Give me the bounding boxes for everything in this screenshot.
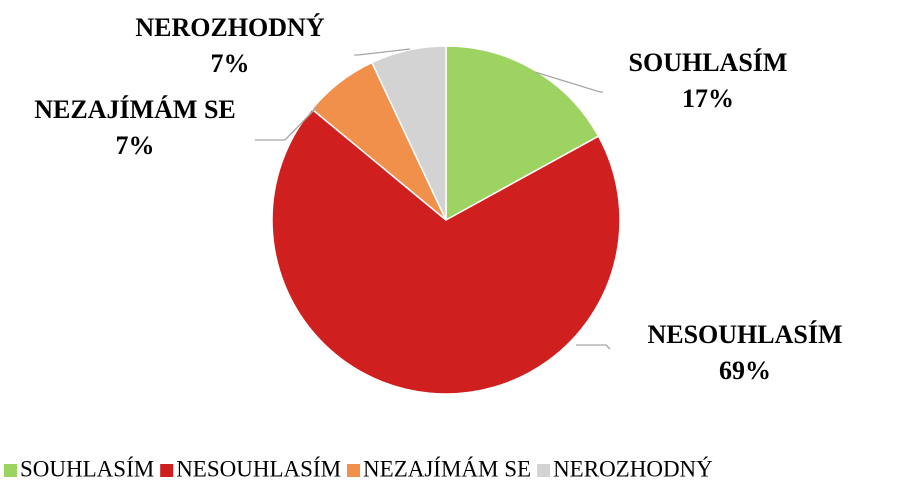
leader-line — [534, 71, 603, 93]
data-label-name: NESOUHLASÍM — [647, 320, 842, 349]
pie-slice — [271, 108, 621, 395]
pie-slice — [370, 45, 447, 221]
data-label-name: NEROZHODNÝ — [135, 13, 324, 42]
legend-swatch — [347, 464, 361, 477]
pie — [271, 45, 621, 395]
legend-swatch — [537, 464, 551, 477]
data-label-value: 7% — [116, 131, 155, 160]
legend-label: SOUHLASÍM — [20, 456, 154, 481]
leader-line — [576, 344, 611, 350]
legend: SOUHLASÍM NESOUHLASÍM NEZAJÍMÁM SE NEROZHOD… — [4, 456, 713, 481]
pie-slice — [445, 45, 600, 222]
legend-label: NEZAJÍMÁM SE — [363, 456, 531, 481]
data-label-name: SOUHLASÍM — [629, 48, 788, 77]
legend-label: NEROZHODNÝ — [553, 456, 713, 481]
data-labels: SOUHLASÍM 17% NESOUHLASÍM 69% NEZAJÍMÁM SE 7%… — [34, 13, 842, 385]
leader-line — [354, 48, 411, 56]
legend-swatch — [4, 464, 17, 477]
leader-line — [255, 105, 319, 141]
data-label-value: 69% — [719, 356, 771, 385]
data-label-name: NEZAJÍMÁM SE — [34, 95, 236, 124]
data-label-value: 7% — [211, 49, 250, 78]
legend-swatch — [160, 464, 174, 477]
legend-label: NESOUHLASÍM — [176, 456, 341, 481]
data-label-value: 17% — [682, 84, 734, 113]
